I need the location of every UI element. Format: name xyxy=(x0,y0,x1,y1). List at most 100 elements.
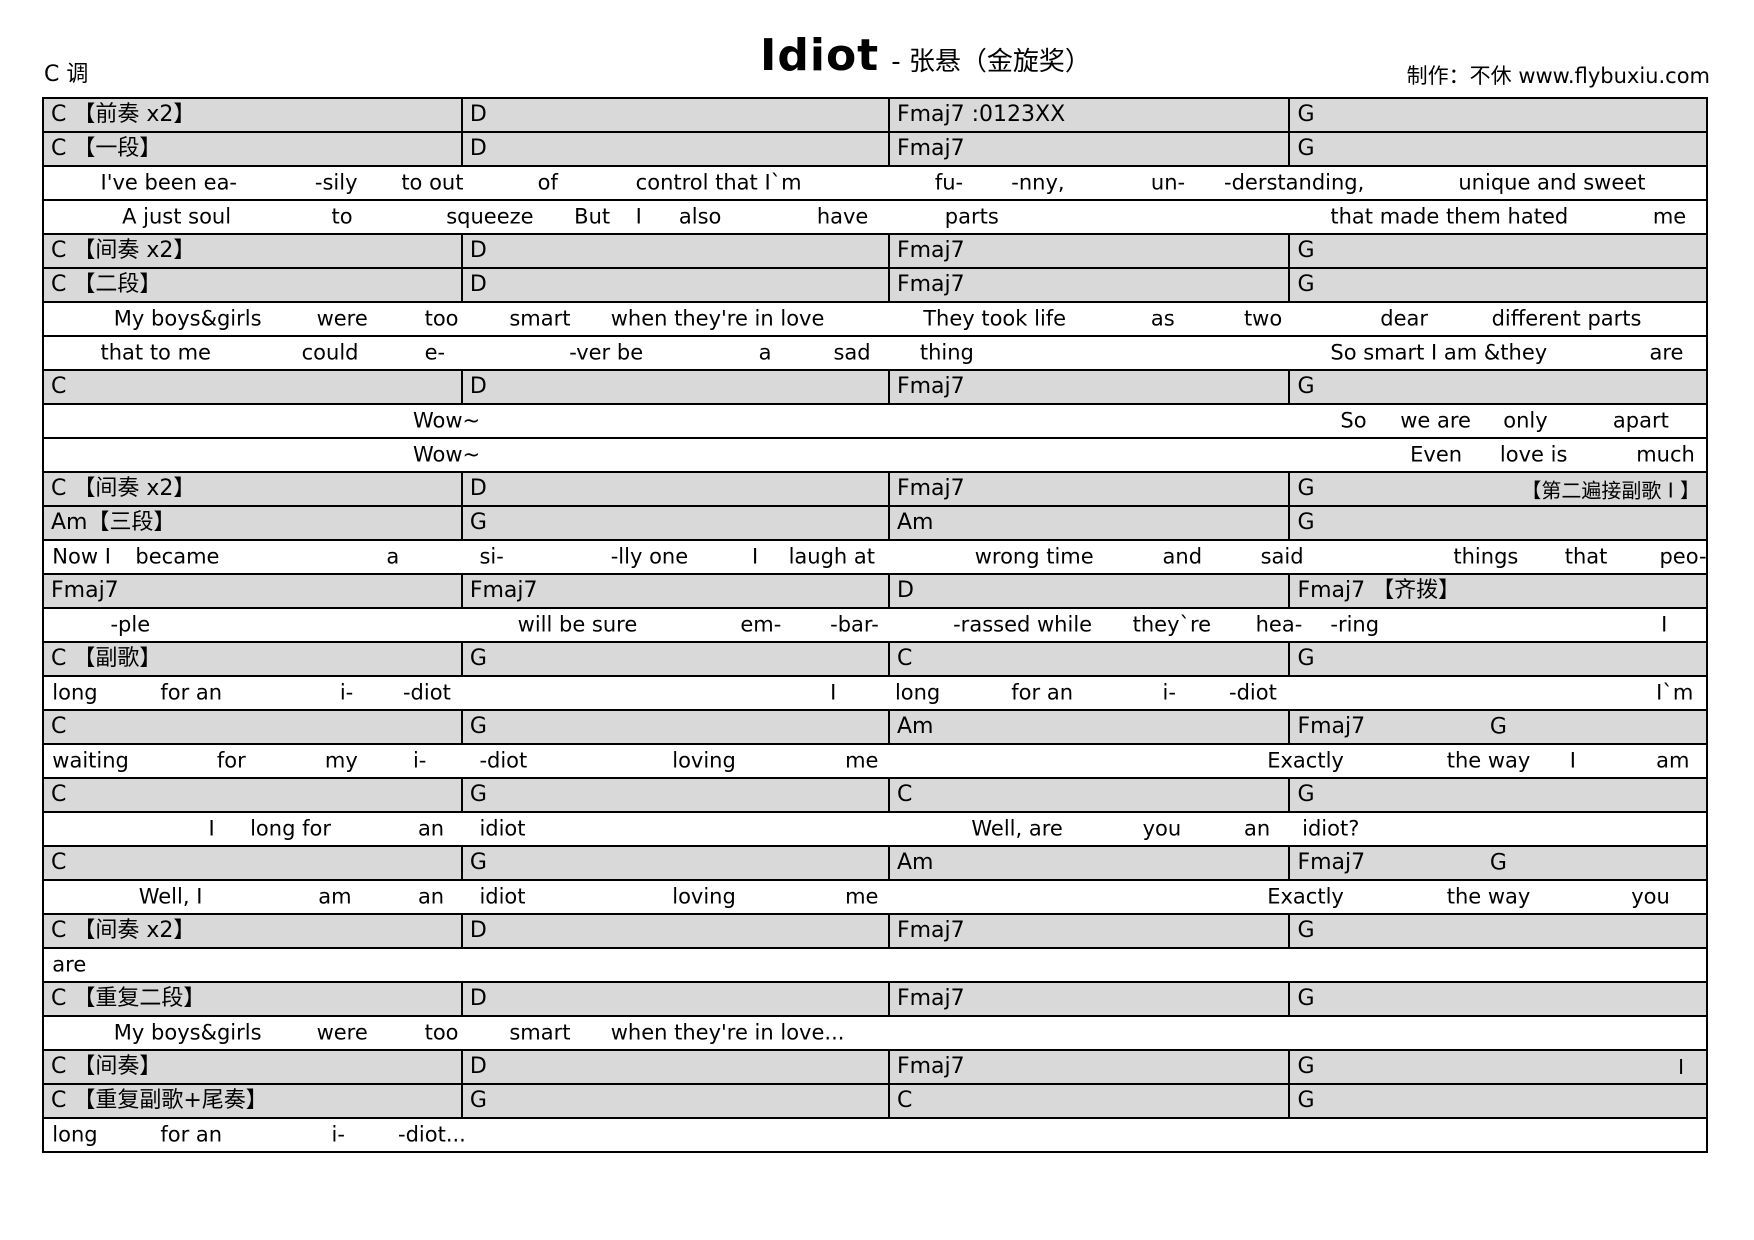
chord-cell: C 【重复副歌+尾奏】 xyxy=(44,1085,463,1117)
chord-label: Fmaj7 xyxy=(896,374,965,399)
chord-cell: C xyxy=(890,779,1291,811)
chord-label: C xyxy=(896,782,913,807)
chord-cell: C 【前奏 x2】 xyxy=(44,99,463,131)
lyric-word: -diot... xyxy=(398,1122,466,1147)
section-note: 【第二遍接副歌 I 】 xyxy=(1521,478,1700,503)
chord-label: Fmaj7 xyxy=(51,578,119,603)
lyric-word: loving xyxy=(672,748,736,773)
chord-cell: Fmaj7 xyxy=(890,983,1291,1015)
lyric-word: em- xyxy=(740,612,782,637)
lyric-word: will be sure xyxy=(517,612,638,637)
chord-label: D xyxy=(469,476,487,501)
lyric-row: My boys&girls were too smart when they're in… xyxy=(42,303,1708,337)
lyric-word: an xyxy=(417,884,445,909)
lyric-word: I xyxy=(830,680,837,705)
chord-cell: Fmaj7 :0123XX xyxy=(890,99,1291,131)
lyric-row: are xyxy=(42,949,1708,983)
chord-label: D xyxy=(469,272,487,297)
lyric-word: i- xyxy=(412,748,427,773)
lyric-word: squeeze xyxy=(446,204,534,229)
chord-cell: Fmaj7 xyxy=(44,575,463,607)
lyric-word: of xyxy=(537,170,558,195)
lyric-word: -rassed while xyxy=(953,612,1093,637)
chord-row: C 【一段】 D Fmaj7 G xyxy=(42,133,1708,167)
chord-label: Am xyxy=(896,850,934,875)
chord-label: G xyxy=(1297,374,1315,399)
chord-row: Am【三段】 G Am G xyxy=(42,507,1708,541)
lyric-word: you xyxy=(1631,884,1670,909)
chord-row: C 【间奏 x2】 D Fmaj7 G 【第二遍接副歌 I 】 xyxy=(42,473,1708,507)
lyric-word: unique and sweet xyxy=(1458,170,1646,195)
lyric-row: Well, I am an idiot loving me Exactly the way yo… xyxy=(42,881,1708,915)
song-artist: - 张悬（金旋奖） xyxy=(891,47,1091,77)
lyric-word: waiting xyxy=(52,748,129,773)
lyric-row: Wow~ So we are only apart xyxy=(42,405,1708,439)
chord-cell: G xyxy=(463,711,890,743)
credit-text: 制作：不休 www.flybuxiu.com xyxy=(1406,64,1710,88)
chord-label: G xyxy=(469,510,487,535)
chord-label: C 【一段】 xyxy=(51,136,162,161)
chord-cell: G xyxy=(1290,983,1706,1015)
chord-label: G xyxy=(1297,272,1315,297)
chord-cell: D xyxy=(463,235,890,267)
lyric-word: for xyxy=(216,748,246,773)
page-title: Idiot - 张悬（金旋奖） xyxy=(760,30,1091,81)
lyric-word: apart xyxy=(1612,408,1669,433)
chord-row: C 【二段】 D Fmaj7 G xyxy=(42,269,1708,303)
lyric-word: I xyxy=(208,816,215,841)
lyric-word: un- xyxy=(1150,170,1186,195)
chord-cell: G xyxy=(1290,507,1706,539)
chord-cell: G xyxy=(1290,643,1706,675)
chord-cell: C xyxy=(44,711,463,743)
chord-cell: G 【第二遍接副歌 I 】 xyxy=(1290,473,1706,505)
lyric-row: I've been ea- -sily to out of control that I… xyxy=(42,167,1708,201)
chord-label: C 【间奏 x2】 xyxy=(51,238,196,263)
lyric-word: Well, are xyxy=(971,816,1063,841)
lyric-word: as xyxy=(1150,306,1175,331)
chord-row: C 【前奏 x2】 D Fmaj7 :0123XX G xyxy=(42,99,1708,133)
lyric-word: that xyxy=(1564,544,1608,569)
lyric-word: said xyxy=(1260,544,1304,569)
lyric-word: smart xyxy=(509,1020,571,1045)
lyric-word: long xyxy=(894,680,941,705)
chord-row: Fmaj7 Fmaj7 D Fmaj7 【齐拨】 xyxy=(42,575,1708,609)
lyric-word: loving xyxy=(672,884,736,909)
chord-label: G xyxy=(1297,238,1315,263)
lyric-word: Now I xyxy=(52,544,111,569)
lyric-word: fu- xyxy=(934,170,964,195)
chord-cell: G xyxy=(463,779,890,811)
chord-label: Fmaj7 xyxy=(469,578,538,603)
lyric-word: -derstanding, xyxy=(1224,170,1365,195)
chord-label: C xyxy=(51,850,67,875)
chord-cell: D xyxy=(463,473,890,505)
lyric-word: when they're in love xyxy=(610,306,825,331)
chord-label: C xyxy=(51,782,67,807)
lyric-word: I xyxy=(1661,612,1668,637)
chord-cell: G xyxy=(463,507,890,539)
lyric-word: So xyxy=(1340,408,1367,433)
lyric-word: me xyxy=(845,748,879,773)
lyric-word: -ver be xyxy=(569,340,644,365)
section-note: I xyxy=(1678,1055,1684,1079)
lyric-word: A just soul xyxy=(122,204,232,229)
chord-cell: C 【副歌】 xyxy=(44,643,463,675)
lyric-word: Exactly xyxy=(1267,748,1344,773)
lyric-word: I've been ea- xyxy=(100,170,238,195)
chord-label: Fmaj7 【齐拨】 xyxy=(1297,578,1461,603)
lyric-word: long xyxy=(52,1122,98,1147)
lyric-word: -diot xyxy=(479,748,528,773)
chord-label: C 【前奏 x2】 xyxy=(51,102,196,127)
lyric-word: hea- xyxy=(1255,612,1303,637)
chord-cell: Am【三段】 xyxy=(44,507,463,539)
lyric-word: -diot xyxy=(402,680,451,705)
lyric-word: also xyxy=(678,204,722,229)
lyric-word: e- xyxy=(424,340,446,365)
chord-cell: Fmaj7 xyxy=(890,235,1291,267)
chord-cell: Am xyxy=(890,507,1291,539)
lyric-row: that to me could e- -ver be a sad thing So smar… xyxy=(42,337,1708,371)
lyric-word: idiot xyxy=(479,884,526,909)
chord-label: C 【重复副歌+尾奏】 xyxy=(51,1088,268,1113)
lyric-word: sad xyxy=(833,340,871,365)
lyric-word: My boys&girls xyxy=(113,1020,262,1045)
lyric-word: wrong time xyxy=(974,544,1094,569)
